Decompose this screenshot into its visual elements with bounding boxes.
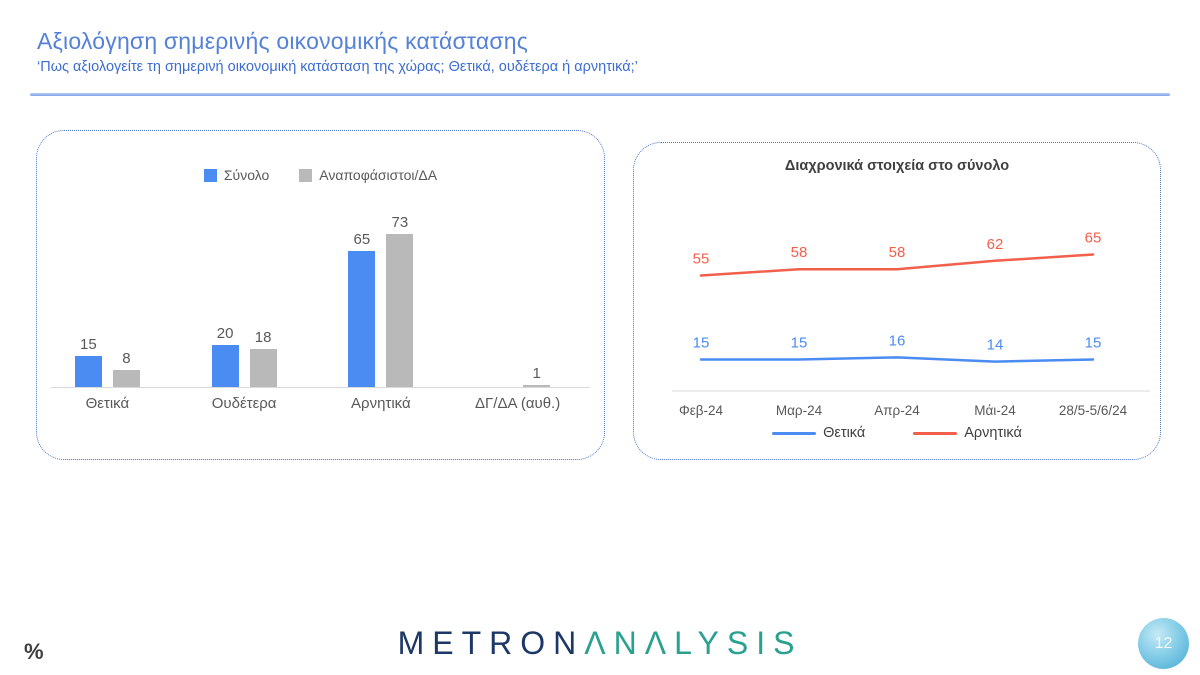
page-title: Αξιολόγηση σημερινής οικονομικής κατάστα… bbox=[37, 28, 528, 54]
page-subtitle: ‘Πως αξιολογείτε τη σημερινή οικονομική … bbox=[37, 59, 638, 75]
legend-label-positive: Θετικά bbox=[823, 425, 866, 441]
category-label: Ουδέτερα bbox=[211, 395, 277, 412]
bar-chart-legend: Σύνολο Αναποφάσιστοι/ΔΑ bbox=[37, 167, 604, 183]
category-label: ΔΓ/ΔΑ (αυθ.) bbox=[475, 395, 561, 412]
legend-item-negative: Αρνητικά bbox=[913, 425, 1022, 441]
legend-swatch-undecided bbox=[299, 168, 313, 182]
bar-x-axis-labels: Θετικά Ουδέτερα Αρνητικά ΔΓ/ΔΑ (αυθ.) bbox=[39, 395, 586, 412]
legend-item-total: Σύνολο bbox=[203, 167, 270, 183]
x-tick-label: Απρ-24 bbox=[874, 403, 920, 418]
bar-column: 15 bbox=[74, 335, 102, 387]
page-number-badge: 12 bbox=[1138, 618, 1189, 669]
bar-column: 1 bbox=[523, 364, 551, 387]
legend-item-positive: Θετικά bbox=[772, 425, 865, 441]
bar-value-label: 1 bbox=[532, 364, 541, 382]
line-chart-panel: Διαχρονικά στοιχεία στο σύνολο Φεβ-24 Μαρ… bbox=[633, 142, 1161, 460]
legend-line-negative bbox=[913, 431, 958, 435]
line-value-label: 15 bbox=[791, 335, 808, 352]
line-chart-title: Διαχρονικά στοιχεία στο σύνολο bbox=[784, 158, 1010, 174]
bar-column: 8 bbox=[112, 350, 140, 387]
line-value-label: 65 bbox=[1085, 230, 1102, 247]
x-tick-label: Μαρ-24 bbox=[776, 403, 823, 418]
bar-value-label: 20 bbox=[216, 325, 234, 342]
legend-label-negative: Αρνητικά bbox=[964, 425, 1022, 441]
x-tick-label: Μάι-24 bbox=[974, 403, 1016, 418]
bar-chart-plot: 15 8 20 18 65 73 1 bbox=[39, 193, 586, 387]
line-value-label: 15 bbox=[693, 335, 710, 352]
bar bbox=[112, 370, 140, 387]
page-number: 12 bbox=[1154, 634, 1173, 652]
legend-label-total: Σύνολο bbox=[223, 167, 270, 183]
line-value-label: 14 bbox=[987, 337, 1004, 354]
line-value-label: 15 bbox=[1085, 335, 1102, 352]
bar-group: 65 73 bbox=[313, 214, 450, 387]
line-value-label: 55 bbox=[693, 251, 710, 268]
bar-value-label: 18 bbox=[254, 329, 272, 347]
metron-analysis-logo: METRONΛNΛLYSIS bbox=[0, 625, 1200, 662]
percent-mark: % bbox=[24, 639, 44, 664]
logo-metron: METRON bbox=[397, 625, 585, 661]
bar-column: 65 bbox=[348, 230, 376, 387]
x-tick-label: 28/5-5/6/24 bbox=[1059, 403, 1128, 418]
bar-value-label: 8 bbox=[122, 350, 131, 368]
legend-label-undecided: Αναποφάσιστοι/ΔΑ bbox=[319, 167, 438, 183]
bar bbox=[211, 345, 239, 387]
bar-column: 20 bbox=[211, 325, 239, 387]
bar bbox=[386, 233, 414, 387]
logo-analysis: ΛNΛLYSIS bbox=[584, 625, 803, 661]
bar bbox=[523, 384, 551, 387]
bar-group: 15 8 bbox=[39, 335, 176, 387]
category-label: Αρνητικά bbox=[351, 395, 411, 412]
legend-swatch-total bbox=[203, 168, 217, 182]
header-divider bbox=[30, 93, 1170, 96]
bar bbox=[348, 250, 376, 387]
line-series bbox=[699, 253, 1095, 277]
line-value-label: 62 bbox=[987, 236, 1004, 253]
bar-column: 73 bbox=[386, 213, 414, 387]
legend-line-positive bbox=[772, 431, 817, 435]
bar-column: 18 bbox=[249, 329, 277, 387]
bar bbox=[74, 355, 102, 387]
bar-value-label: 73 bbox=[391, 213, 409, 231]
bar-value-label: 15 bbox=[80, 335, 97, 353]
category-label: Θετικά bbox=[85, 395, 130, 412]
legend-item-undecided: Αναποφάσιστοι/ΔΑ bbox=[299, 167, 437, 183]
line-chart-legend: Θετικά Αρνητικά bbox=[634, 425, 1160, 441]
line-value-label: 58 bbox=[791, 244, 808, 261]
header: Αξιολόγηση σημερινής οικονομικής κατάστα… bbox=[37, 28, 1170, 75]
bar-chart-panel: Σύνολο Αναποφάσιστοι/ΔΑ 15 8 20 18 65 73 1 Θετ… bbox=[36, 130, 605, 460]
bar-x-axis-line bbox=[51, 387, 590, 388]
bar-value-label: 65 bbox=[353, 230, 371, 248]
bar bbox=[249, 349, 277, 387]
bar-group: 20 18 bbox=[176, 325, 313, 387]
line-chart-plot: Φεβ-24 Μαρ-24 Απρ-24 Μάι-24 28/5-5/6/24 15 15 1… bbox=[672, 230, 1150, 418]
line-value-label: 16 bbox=[889, 332, 906, 349]
line-value-label: 58 bbox=[889, 244, 906, 261]
x-tick-label: Φεβ-24 bbox=[679, 403, 724, 418]
bar-group: 1 bbox=[449, 365, 586, 387]
line-series bbox=[699, 356, 1095, 363]
